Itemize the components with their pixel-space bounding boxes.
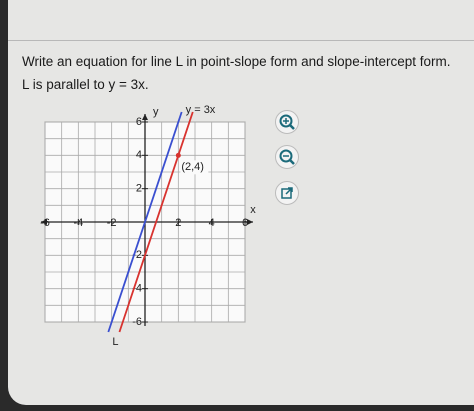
x-tick-label: -6: [40, 217, 50, 229]
x-tick-label: -2: [107, 217, 117, 229]
x-tick-label: -4: [73, 217, 83, 229]
y-tick-label: -4: [132, 283, 142, 295]
popout-button[interactable]: [275, 181, 299, 205]
y-tick-label: -6: [132, 316, 142, 328]
x-tick-label: 4: [209, 217, 215, 229]
graph: x y -6 -4 -2 2 4 6 -6 -4 -2 2 4 6 y = 3x L (2,4): [40, 104, 256, 348]
point-label-bg: [180, 160, 209, 175]
graph-line: [118, 111, 194, 333]
zoom-out-button[interactable]: [275, 145, 299, 169]
question-text: Write an equation for line L in point-sl…: [22, 54, 451, 69]
line-label: L: [112, 336, 118, 348]
divider: [8, 40, 474, 41]
screen: Write an equation for line L in point-sl…: [8, 0, 474, 405]
point: [175, 152, 181, 158]
line-label: y = 3x: [186, 104, 216, 116]
y-tick-label: -2: [132, 249, 142, 261]
x-tick-label: 2: [175, 217, 181, 229]
y-tick-label: 2: [136, 183, 142, 195]
graph-line: [107, 111, 183, 333]
question-text: L is parallel to y = 3x.: [22, 77, 149, 92]
zoom-out-icon: [279, 149, 295, 165]
x-tick-label: 6: [242, 217, 248, 229]
y-axis-label: y: [153, 106, 159, 118]
zoom-in-icon: [279, 114, 295, 130]
x-axis-label: x: [250, 204, 256, 216]
popout-icon: [281, 187, 293, 199]
y-tick-label: 4: [136, 149, 142, 161]
point-label: (2,4): [181, 161, 204, 173]
y-tick-label: 6: [136, 116, 142, 128]
zoom-in-button[interactable]: [275, 110, 299, 134]
